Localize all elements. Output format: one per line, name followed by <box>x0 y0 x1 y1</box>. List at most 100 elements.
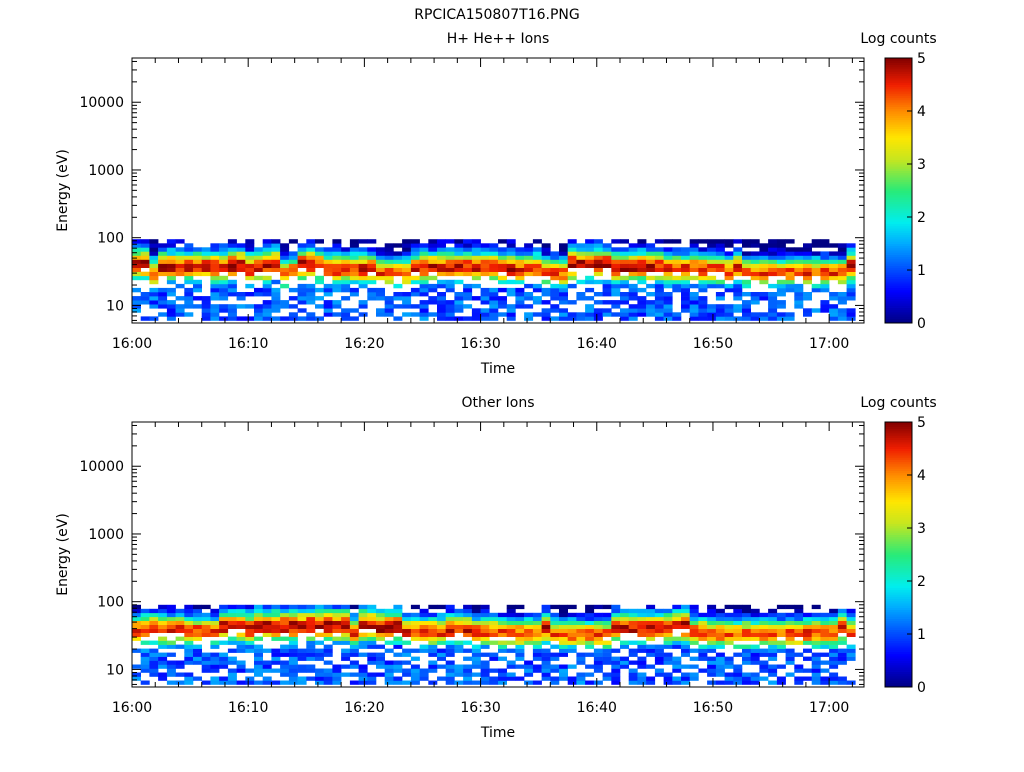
heatmap-cell <box>149 612 159 618</box>
heatmap-cell <box>759 296 769 301</box>
heatmap-cell <box>166 247 176 252</box>
colorbar-segment <box>885 108 912 112</box>
heatmap-cell <box>210 632 220 637</box>
heatmap-cell <box>837 660 847 665</box>
heatmap-cell <box>297 680 307 685</box>
heatmap-cell <box>428 243 438 248</box>
heatmap-cell <box>567 275 577 281</box>
heatmap-cell <box>454 271 464 277</box>
heatmap-cell <box>550 664 560 669</box>
heatmap-cell <box>506 287 516 293</box>
heatmap-cell <box>506 648 516 653</box>
heatmap-cell <box>341 247 351 252</box>
colorbar-segment <box>885 627 912 630</box>
heatmap-cell <box>332 263 342 268</box>
heatmap-cell <box>358 664 368 669</box>
heatmap-cell <box>646 632 656 637</box>
heatmap-cell <box>271 251 281 256</box>
heatmap-cell <box>175 624 185 629</box>
heatmap-cell <box>175 608 185 614</box>
heatmap-cell <box>750 243 760 248</box>
heatmap-cell <box>715 620 725 625</box>
heatmap-cell <box>184 680 194 685</box>
heatmap-cell <box>689 612 699 618</box>
heatmap-cell <box>132 604 141 610</box>
heatmap-cell <box>593 312 603 317</box>
heatmap-cell <box>794 283 804 289</box>
colorbar-segment <box>885 236 912 240</box>
heatmap-cell <box>646 283 656 289</box>
heatmap-cell <box>742 656 751 661</box>
heatmap-cell <box>132 664 141 669</box>
heatmap-cell <box>811 640 821 645</box>
heatmap-cell <box>837 296 847 301</box>
heatmap-cell <box>140 247 150 252</box>
heatmap-cell <box>367 652 377 657</box>
heatmap-cell <box>236 660 246 665</box>
heatmap-cell <box>515 604 525 610</box>
heatmap-cell <box>349 287 359 293</box>
heatmap-cell <box>498 312 507 317</box>
heatmap-cell <box>559 616 568 621</box>
heatmap-cell <box>663 308 673 313</box>
heatmap-cell <box>811 636 821 641</box>
heatmap-cell <box>576 263 586 268</box>
colorbar-segment <box>885 93 912 96</box>
heatmap-cell <box>515 636 525 641</box>
heatmap-cell <box>254 251 263 256</box>
heatmap-cell <box>550 251 560 256</box>
heatmap-cell <box>532 644 542 649</box>
heatmap-cell <box>681 664 690 669</box>
heatmap-cell <box>288 620 298 625</box>
heatmap-cell <box>410 604 420 610</box>
heatmap-cell <box>158 664 168 669</box>
heatmap-cell <box>306 243 316 248</box>
colorbar-segment <box>885 558 912 562</box>
heatmap-cell <box>332 312 342 317</box>
heatmap-cell <box>811 612 821 618</box>
heatmap-cell <box>689 243 699 248</box>
heatmap-cell <box>811 664 821 669</box>
heatmap-cell <box>376 656 385 661</box>
heatmap-cell <box>210 251 220 256</box>
heatmap-cell <box>376 263 385 268</box>
heatmap-cell <box>158 628 168 633</box>
heatmap-cell <box>489 668 499 673</box>
heatmap-cell <box>410 259 420 264</box>
heatmap-cell <box>602 672 612 677</box>
colorbar-segment <box>885 622 912 626</box>
heatmap-cell <box>637 608 647 614</box>
colorbar-segment <box>885 183 912 187</box>
heatmap-cell <box>663 640 673 645</box>
heatmap-cell <box>689 267 699 272</box>
heatmap-cell <box>419 251 429 256</box>
colorbar-segment <box>885 225 912 229</box>
heatmap-cell <box>402 640 412 645</box>
heatmap-cell <box>811 308 821 313</box>
heatmap-cell <box>829 243 839 248</box>
heatmap-cell <box>489 632 499 637</box>
heatmap-cell <box>593 279 603 285</box>
heatmap-cell <box>306 316 316 321</box>
heatmap-cell <box>681 287 690 293</box>
heatmap-cell <box>794 628 804 633</box>
heatmap-cell <box>471 624 481 629</box>
heatmap-cell <box>358 616 368 621</box>
heatmap-cell <box>140 620 150 625</box>
heatmap-cell <box>628 267 638 272</box>
heatmap-cell <box>585 632 595 637</box>
heatmap-cell <box>663 608 673 614</box>
heatmap-cell <box>193 296 202 301</box>
heatmap-cell <box>236 640 246 645</box>
heatmap-cell <box>219 247 229 252</box>
heatmap-cell <box>149 292 159 297</box>
heatmap-cell <box>707 263 717 268</box>
heatmap-cell <box>437 624 446 629</box>
heatmap-cell <box>715 624 725 629</box>
heatmap-cell <box>498 624 507 629</box>
heatmap-cell <box>236 612 246 618</box>
colorbar-segment <box>885 267 912 271</box>
heatmap-cell <box>637 296 647 301</box>
heatmap-cell <box>323 628 333 633</box>
heatmap-cell <box>593 300 603 305</box>
